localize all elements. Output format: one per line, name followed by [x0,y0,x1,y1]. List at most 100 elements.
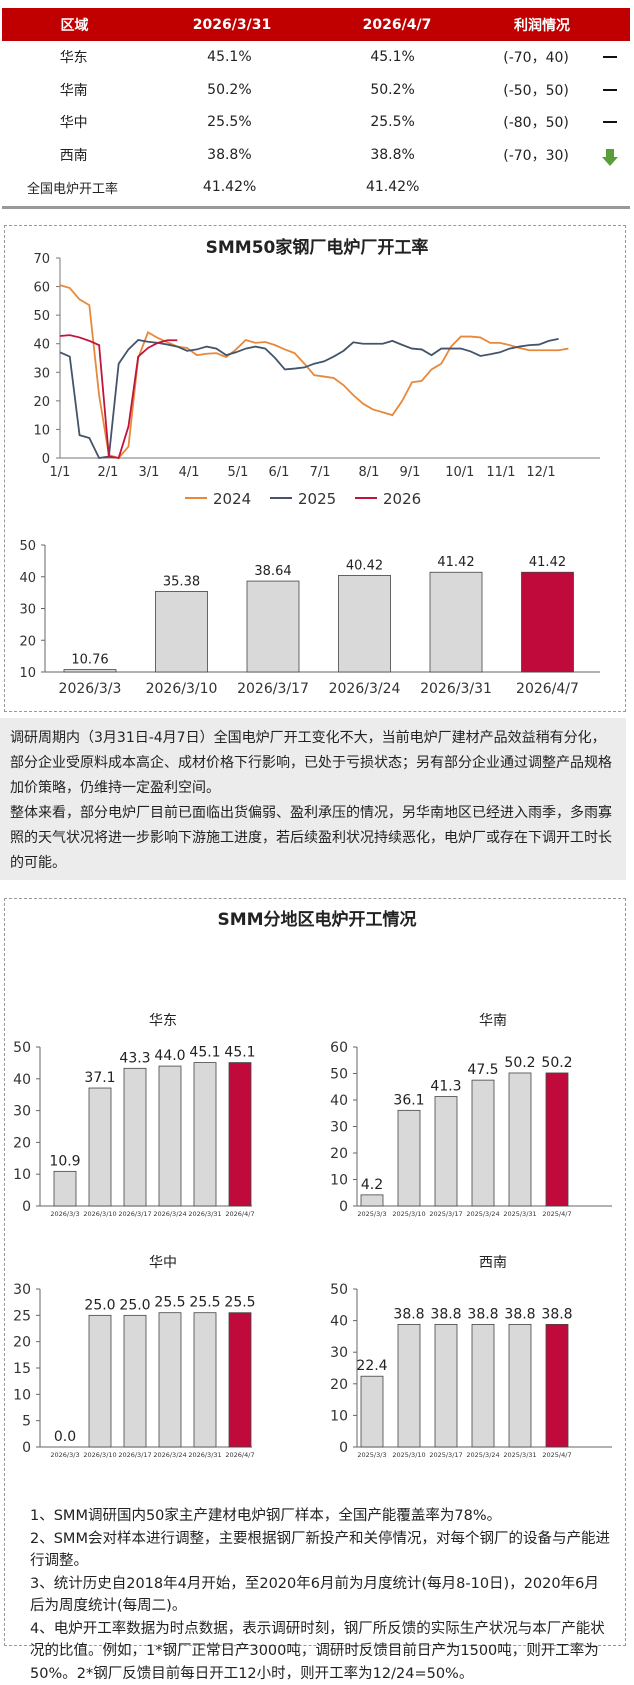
bar-value-label: 38.8 [504,1306,535,1322]
y-tick-label: 30 [330,1120,348,1136]
x-category-label: 2026/3/17 [118,1451,151,1459]
x-category-label: 2025/3/3 [357,1210,386,1218]
y-tick-label: 30 [330,1345,348,1361]
x-category-label: 2025/3/10 [392,1451,425,1459]
x-category-label: 2025/4/7 [542,1451,571,1459]
bar-value-label: 25.5 [154,1295,185,1311]
y-tick-label: 20 [13,1135,31,1151]
bar [509,1073,531,1206]
x-category-label: 2026/3/17 [118,1210,151,1218]
bar [398,1324,420,1447]
y-tick-label: 20 [330,1146,348,1162]
bar-value-label: 37.1 [84,1070,115,1086]
notes: 1、SMM调研国内50家主产建材电炉钢厂样本，全国产能覆盖率为78%。 2、SM… [30,1505,610,1685]
y-tick-label: 50 [330,1067,348,1083]
y-tick-label: 0 [22,1440,31,1456]
bar-value-label: 44.0 [154,1048,185,1064]
bar-value-label: 43.3 [119,1050,150,1066]
y-tick-label: 20 [330,1377,348,1393]
y-tick-label: 15 [13,1361,31,1377]
x-category-label: 2026/3/24 [153,1210,186,1218]
regional-charts: 华东0102030405010.92026/3/337.12026/3/1043… [0,0,634,1500]
bar-value-label: 36.1 [393,1092,424,1108]
bar [435,1324,457,1447]
y-tick-label: 20 [13,1335,31,1351]
x-category-label: 2025/3/3 [357,1451,386,1459]
bar [546,1324,568,1447]
bar-value-label: 25.5 [189,1295,220,1311]
bar-value-label: 25.0 [119,1297,150,1313]
bar-value-label: 50.2 [504,1055,535,1071]
y-tick-label: 25 [13,1308,31,1324]
note-2: 2、SMM会对样本进行调整，主要根据钢厂新投产和关停情况，对每个钢厂的设备与产能… [30,1528,610,1573]
chart-title: 西南 [479,1255,507,1271]
x-category-label: 2026/3/3 [50,1210,79,1218]
x-category-label: 2025/3/17 [429,1210,462,1218]
bar [435,1097,457,1206]
x-category-label: 2026/3/10 [83,1210,116,1218]
note-3: 3、统计历史自2018年4月开始，至2020年6月前为月度统计(每月8-10日)… [30,1573,610,1618]
bar-value-label: 38.8 [430,1306,461,1322]
bar-value-label: 45.1 [224,1045,255,1061]
y-tick-label: 60 [330,1040,348,1056]
bar [194,1063,216,1206]
y-tick-label: 10 [330,1408,348,1424]
bar-value-label: 38.8 [541,1306,572,1322]
y-tick-label: 40 [13,1072,31,1088]
y-tick-label: 0 [339,1440,348,1456]
note-1: 1、SMM调研国内50家主产建材电炉钢厂样本，全国产能覆盖率为78%。 [30,1505,610,1528]
x-category-label: 2025/3/31 [503,1451,536,1459]
bar [546,1073,568,1206]
chart-title: 华南 [479,1013,507,1029]
bar [361,1195,383,1206]
bar-value-label: 38.8 [467,1306,498,1322]
y-tick-label: 50 [330,1282,348,1298]
bar [89,1315,111,1447]
bar [194,1313,216,1447]
y-tick-label: 5 [22,1414,31,1430]
y-tick-label: 30 [13,1282,31,1298]
chart-title: 华中 [149,1255,177,1271]
bar [124,1315,146,1447]
bar-value-label: 45.1 [189,1045,220,1061]
x-category-label: 2025/4/7 [542,1210,571,1218]
bar-value-label: 25.0 [84,1297,115,1313]
bar [54,1171,76,1206]
bar [361,1376,383,1447]
y-tick-label: 10 [330,1173,348,1189]
bar-value-label: 10.9 [49,1153,80,1169]
x-category-label: 2026/4/7 [225,1451,254,1459]
x-category-label: 2025/3/24 [466,1210,499,1218]
bar [159,1066,181,1206]
y-tick-label: 50 [13,1040,31,1056]
bar-value-label: 4.2 [361,1177,383,1193]
bar-value-label: 0.0 [54,1429,76,1445]
y-tick-label: 0 [22,1199,31,1215]
x-category-label: 2026/3/3 [50,1451,79,1459]
bar-value-label: 22.4 [356,1358,387,1374]
x-category-label: 2026/3/24 [153,1451,186,1459]
x-category-label: 2026/3/10 [83,1451,116,1459]
bar [509,1324,531,1447]
bar-value-label: 38.8 [393,1306,424,1322]
x-category-label: 2026/3/31 [188,1210,221,1218]
y-tick-label: 40 [330,1093,348,1109]
bar [472,1080,494,1206]
y-tick-label: 10 [13,1387,31,1403]
x-category-label: 2025/3/17 [429,1451,462,1459]
bar-value-label: 25.5 [224,1295,255,1311]
bar [159,1313,181,1447]
chart-title: 华东 [149,1013,177,1029]
bar-value-label: 41.3 [430,1079,461,1095]
x-category-label: 2026/4/7 [225,1210,254,1218]
x-category-label: 2025/3/24 [466,1451,499,1459]
y-tick-label: 10 [13,1167,31,1183]
bar [398,1110,420,1206]
bar [472,1324,494,1447]
bar [124,1068,146,1206]
note-4: 4、电炉开工率数据为时点数据，表示调研时刻，钢厂所反馈的实际生产状况与本厂产能状… [30,1618,610,1685]
bar [229,1313,251,1447]
y-tick-label: 0 [339,1199,348,1215]
y-tick-label: 40 [330,1314,348,1330]
bar-value-label: 50.2 [541,1055,572,1071]
